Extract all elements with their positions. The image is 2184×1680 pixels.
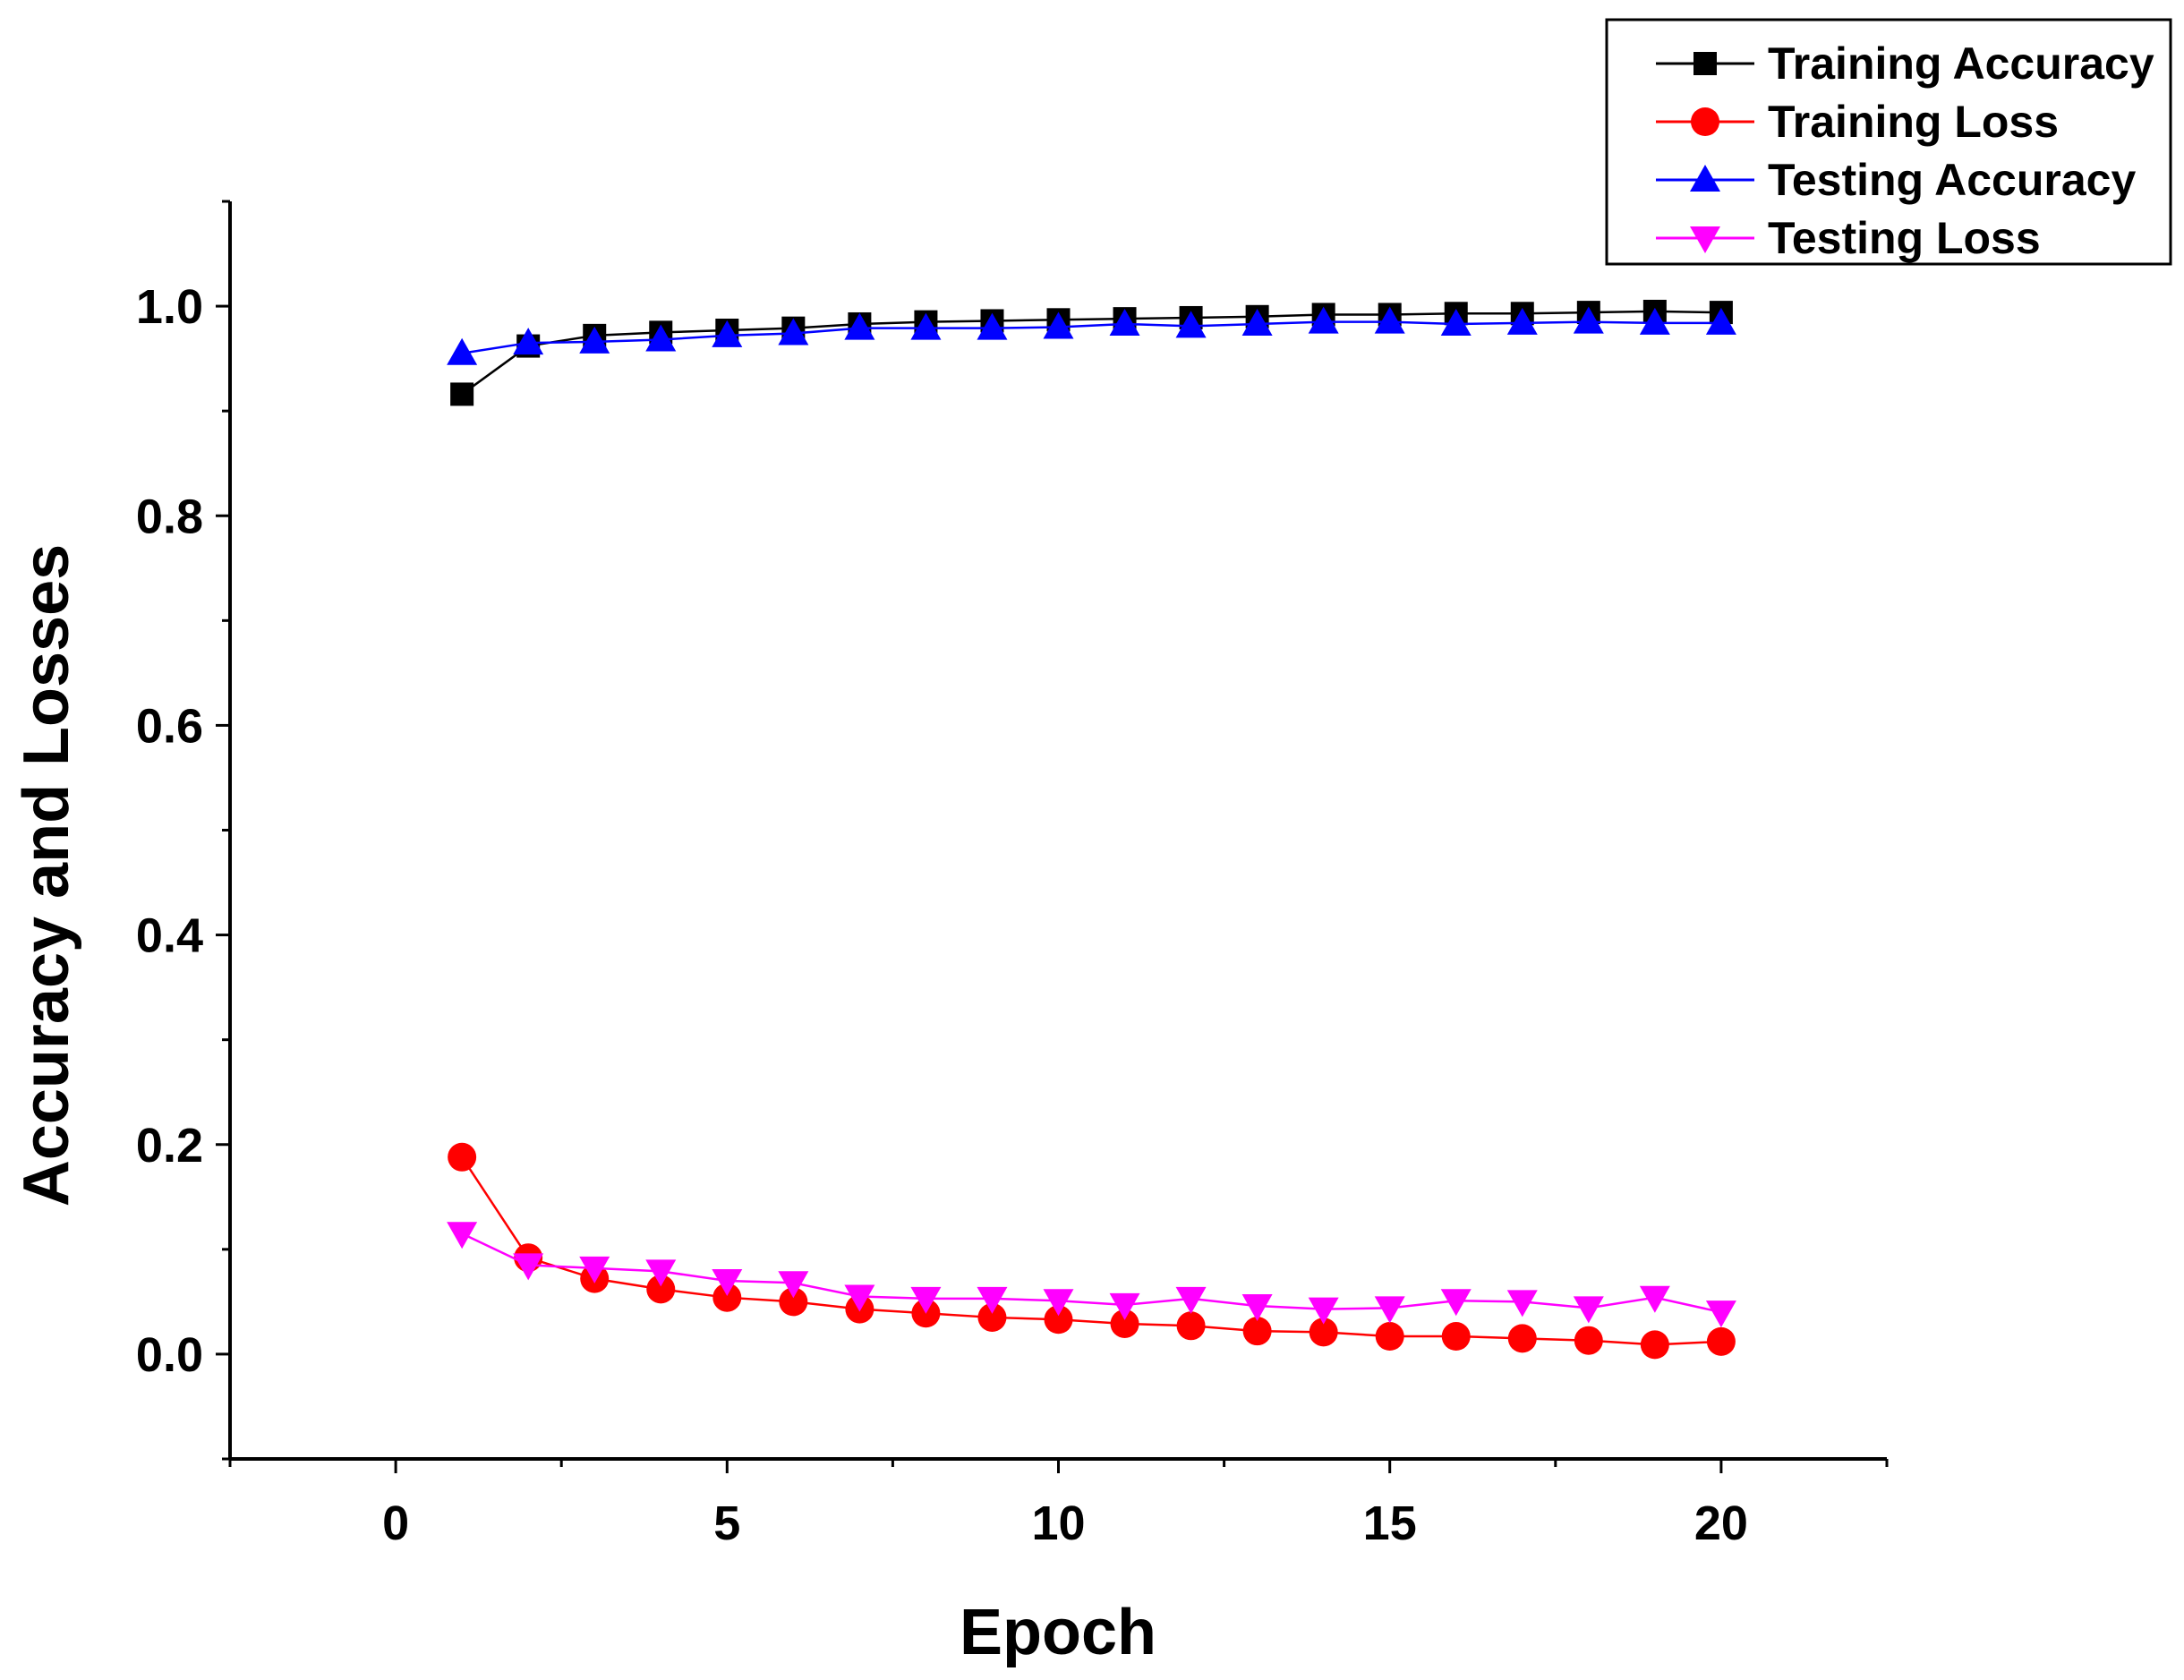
data-point-testing-loss (1440, 1289, 1472, 1317)
legend-entry-training-loss: Training Loss (1656, 97, 2059, 147)
data-point-testing-loss (910, 1286, 942, 1314)
data-point-testing-accuracy (1043, 311, 1074, 339)
data-point-testing-accuracy (579, 326, 610, 354)
data-point-testing-accuracy (1639, 307, 1670, 335)
series-testing-accuracy (447, 306, 1736, 365)
data-point-testing-loss (1043, 1289, 1074, 1317)
y-axis-title: Accuracy and Losses (11, 544, 82, 1207)
series-testing-loss (447, 1222, 1736, 1328)
data-point-testing-accuracy (1308, 306, 1339, 334)
legend-label: Training Loss (1768, 97, 2059, 147)
data-point-testing-accuracy (910, 312, 942, 340)
data-point-training-loss (1242, 1317, 1272, 1346)
data-point-testing-accuracy (1374, 306, 1405, 334)
legend-marker (1693, 52, 1717, 75)
data-point-training-loss (1176, 1311, 1206, 1341)
x-axis-title: Epoch (960, 1597, 1156, 1668)
data-point-testing-accuracy (712, 320, 743, 347)
data-point-testing-loss (977, 1286, 1008, 1314)
legend-marker (1690, 165, 1720, 192)
data-point-training-loss (1441, 1322, 1471, 1352)
data-point-testing-loss (1175, 1286, 1207, 1314)
data-point-training-loss (1375, 1322, 1404, 1352)
data-point-testing-accuracy (778, 318, 809, 345)
legend-entry-testing-loss: Testing Loss (1656, 213, 2041, 263)
y-tick-label: 0.2 (136, 1119, 203, 1173)
data-point-testing-accuracy (844, 312, 875, 340)
data-point-testing-loss (1573, 1296, 1604, 1324)
data-point-testing-loss (513, 1253, 544, 1281)
y-tick-label: 0.0 (136, 1328, 203, 1382)
data-point-training-loss (1640, 1330, 1669, 1360)
data-point-testing-loss (579, 1256, 610, 1283)
data-point-testing-accuracy (1241, 308, 1273, 336)
data-point-testing-loss (1308, 1297, 1339, 1325)
series-line-testing-loss (461, 1232, 1722, 1314)
legend: Training Accuracy Training Loss Testing Ac… (1605, 18, 2172, 266)
x-tick-label: 5 (713, 1497, 740, 1550)
x-ticks: 0 5 10 15 20 (228, 1459, 1889, 1550)
data-point-testing-accuracy (645, 324, 677, 352)
data-point-testing-loss (1705, 1301, 1736, 1328)
y-tick-label: 0.4 (136, 909, 203, 963)
y-tick-label: 0.8 (136, 490, 203, 543)
data-point-testing-accuracy (1109, 308, 1140, 336)
series-line-testing-accuracy (461, 320, 1721, 355)
data-point-testing-accuracy (977, 312, 1008, 340)
x-tick-label: 15 (1363, 1497, 1417, 1550)
data-point-testing-loss (1374, 1296, 1405, 1324)
x-tick-label: 0 (382, 1497, 409, 1550)
y-tick-label: 1.0 (136, 280, 203, 334)
data-point-testing-loss (778, 1271, 809, 1299)
data-point-training-loss (1507, 1324, 1537, 1353)
data-point-testing-accuracy (1705, 307, 1736, 335)
data-point-testing-accuracy (1440, 308, 1472, 336)
data-point-training-loss (1044, 1305, 1073, 1335)
y-tick-label: 0.6 (136, 699, 203, 753)
legend-label: Training Accuracy (1768, 38, 2154, 89)
data-point-training-loss (977, 1302, 1007, 1332)
data-point-testing-loss (1639, 1285, 1670, 1313)
legend-entry-testing-accuracy: Testing Accuracy (1656, 155, 2136, 205)
data-point-training-loss (448, 1142, 477, 1172)
series-layer (447, 299, 1736, 1360)
data-point-training-loss (712, 1283, 742, 1312)
legend-label: Testing Loss (1768, 213, 2041, 263)
legend-entry-training-accuracy: Training Accuracy (1656, 38, 2154, 89)
data-point-testing-accuracy (1506, 307, 1538, 335)
data-point-testing-accuracy (1573, 306, 1604, 334)
data-point-testing-loss (1506, 1290, 1538, 1318)
data-point-training-loss (646, 1275, 676, 1304)
data-point-training-loss (1706, 1326, 1736, 1356)
data-point-testing-accuracy (513, 328, 544, 355)
data-point-testing-accuracy (447, 337, 478, 365)
legend-marker (1691, 107, 1719, 136)
data-point-training-accuracy (450, 382, 474, 406)
data-point-training-loss (1110, 1309, 1139, 1338)
data-point-training-loss (1309, 1318, 1338, 1347)
x-tick-label: 10 (1031, 1497, 1085, 1550)
legend-label: Testing Accuracy (1768, 155, 2136, 205)
data-point-training-loss (779, 1287, 808, 1317)
series-training-loss (448, 1142, 1736, 1360)
x-tick-label: 20 (1694, 1497, 1748, 1550)
data-point-training-loss (1574, 1326, 1603, 1355)
y-ticks: 0.0 0.2 0.4 0.6 0.8 1.0 (136, 200, 230, 1461)
data-point-testing-loss (645, 1259, 677, 1287)
data-point-testing-loss (1109, 1292, 1140, 1320)
data-point-testing-loss (844, 1284, 875, 1312)
data-point-testing-loss (712, 1268, 743, 1296)
legend-marker (1690, 226, 1720, 253)
data-point-testing-loss (1241, 1294, 1273, 1322)
data-point-testing-accuracy (1175, 311, 1207, 338)
data-point-testing-loss (447, 1222, 478, 1249)
